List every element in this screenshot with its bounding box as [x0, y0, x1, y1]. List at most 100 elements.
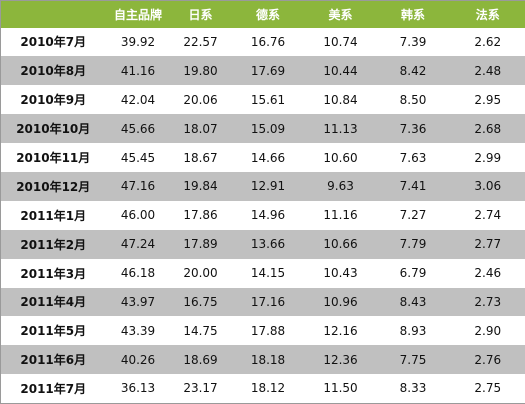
table-cell: 18.67 — [171, 143, 231, 172]
table-cell: 7.39 — [376, 28, 451, 57]
row-label: 2010年9月 — [1, 85, 106, 114]
table-cell: 39.92 — [106, 28, 171, 57]
column-header: 法系 — [451, 1, 525, 28]
table-cell: 14.15 — [231, 259, 306, 288]
table-cell: 17.88 — [231, 316, 306, 345]
table-cell: 17.89 — [171, 230, 231, 259]
table-cell: 10.66 — [306, 230, 376, 259]
table-cell: 42.04 — [106, 85, 171, 114]
table-cell: 2.77 — [451, 230, 525, 259]
row-label: 2010年7月 — [1, 28, 106, 57]
table-cell: 40.26 — [106, 345, 171, 374]
row-label: 2011年2月 — [1, 230, 106, 259]
table-cell: 12.16 — [306, 316, 376, 345]
table-cell: 14.96 — [231, 201, 306, 230]
column-header: 美系 — [306, 1, 376, 28]
table-cell: 6.79 — [376, 259, 451, 288]
table-cell: 8.33 — [376, 374, 451, 403]
table-cell: 8.93 — [376, 316, 451, 345]
table-cell: 7.63 — [376, 143, 451, 172]
table-cell: 2.74 — [451, 201, 525, 230]
table-cell: 17.16 — [231, 288, 306, 317]
table-cell: 10.74 — [306, 28, 376, 57]
table-cell: 2.62 — [451, 28, 525, 57]
table-cell: 16.76 — [231, 28, 306, 57]
table-cell: 17.69 — [231, 56, 306, 85]
table-cell: 7.36 — [376, 114, 451, 143]
table-cell: 10.60 — [306, 143, 376, 172]
table-cell: 10.96 — [306, 288, 376, 317]
table-cell: 2.46 — [451, 259, 525, 288]
table-cell: 46.00 — [106, 201, 171, 230]
row-label: 2011年6月 — [1, 345, 106, 374]
table-cell: 20.00 — [171, 259, 231, 288]
row-label: 2010年8月 — [1, 56, 106, 85]
table-cell: 47.16 — [106, 172, 171, 201]
table-cell: 43.97 — [106, 288, 171, 317]
table-cell: 13.66 — [231, 230, 306, 259]
table-cell: 18.07 — [171, 114, 231, 143]
table-cell: 14.75 — [171, 316, 231, 345]
table-cell: 46.18 — [106, 259, 171, 288]
table-cell: 2.90 — [451, 316, 525, 345]
table-header: 自主品牌日系德系美系韩系法系 — [1, 1, 525, 28]
header-row: 自主品牌日系德系美系韩系法系 — [1, 1, 525, 28]
table-cell: 41.16 — [106, 56, 171, 85]
table-cell: 8.42 — [376, 56, 451, 85]
table-cell: 9.63 — [306, 172, 376, 201]
table-cell: 3.06 — [451, 172, 525, 201]
table-cell: 7.79 — [376, 230, 451, 259]
table-cell: 47.24 — [106, 230, 171, 259]
column-header: 日系 — [171, 1, 231, 28]
column-header: 德系 — [231, 1, 306, 28]
table-cell: 12.36 — [306, 345, 376, 374]
table-cell: 2.95 — [451, 85, 525, 114]
corner-cell — [1, 1, 106, 28]
table-cell: 22.57 — [171, 28, 231, 57]
table-cell: 11.50 — [306, 374, 376, 403]
table-cell: 11.16 — [306, 201, 376, 230]
table-cell: 11.13 — [306, 114, 376, 143]
table-cell: 7.27 — [376, 201, 451, 230]
table-cell: 8.50 — [376, 85, 451, 114]
table-cell: 23.17 — [171, 374, 231, 403]
table-cell: 15.61 — [231, 85, 306, 114]
table-cell: 14.66 — [231, 143, 306, 172]
table-cell: 2.68 — [451, 114, 525, 143]
table-cell: 16.75 — [171, 288, 231, 317]
table-cell: 7.41 — [376, 172, 451, 201]
table-cell: 19.84 — [171, 172, 231, 201]
column-header: 韩系 — [376, 1, 451, 28]
table-cell: 2.48 — [451, 56, 525, 85]
table-cell: 2.76 — [451, 345, 525, 374]
column-header: 自主品牌 — [106, 1, 171, 28]
row-label: 2011年4月 — [1, 288, 106, 317]
table-cell: 7.75 — [376, 345, 451, 374]
table-cell: 45.45 — [106, 143, 171, 172]
table-cell: 2.75 — [451, 374, 525, 403]
table-cell: 17.86 — [171, 201, 231, 230]
table-cell: 18.69 — [171, 345, 231, 374]
table-cell: 12.91 — [231, 172, 306, 201]
table-cell: 10.84 — [306, 85, 376, 114]
row-label: 2011年5月 — [1, 316, 106, 345]
table-cell: 45.66 — [106, 114, 171, 143]
table-cell: 36.13 — [106, 374, 171, 403]
table-cell: 10.43 — [306, 259, 376, 288]
table-cell: 43.39 — [106, 316, 171, 345]
table-cell: 19.80 — [171, 56, 231, 85]
row-label: 2011年7月 — [1, 374, 106, 403]
